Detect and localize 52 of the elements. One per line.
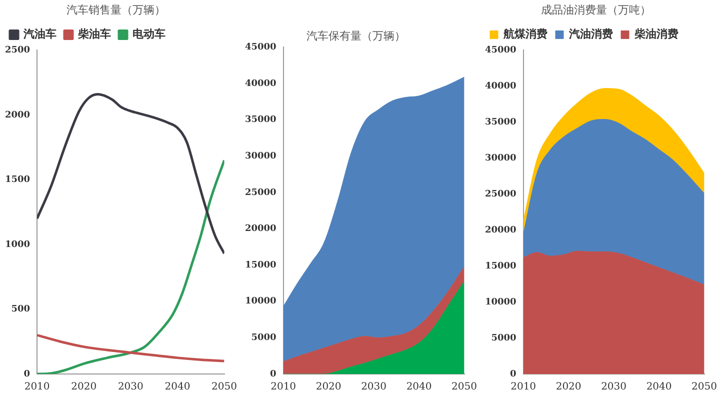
x-tick-label: 2040 [406, 382, 432, 393]
y-tick-label: 15000 [485, 261, 516, 272]
y-tick-label: 0 [510, 369, 516, 380]
y-tick-label: 10000 [245, 296, 276, 307]
x-tick-label: 2020 [71, 382, 97, 393]
y-tick-label: 1500 [4, 175, 30, 186]
y-tick-label: 45000 [485, 46, 516, 56]
legend-label: 柴油车 [77, 28, 111, 41]
x-tick-label: 2010 [24, 382, 50, 393]
legend-label: 汽油消费 [568, 28, 613, 41]
y-tick-label: 45000 [245, 42, 276, 53]
y-tick-label: 35000 [485, 118, 516, 128]
y-tick-label: 40000 [245, 78, 276, 89]
y-tick-label: 30000 [485, 153, 516, 164]
y-tick-label: 2000 [4, 110, 30, 120]
y-tick-label: 25000 [245, 188, 276, 198]
y-tick-label: 0 [24, 369, 30, 380]
y-tick-label: 25000 [485, 189, 516, 200]
line-series [37, 92, 224, 255]
y-tick-label: 15000 [245, 260, 276, 270]
legend-label: 电动车 [132, 28, 166, 41]
y-tick-label: 35000 [245, 115, 276, 126]
x-tick-label: 2040 [164, 382, 190, 393]
x-tick-label: 2030 [601, 382, 627, 393]
chart-title: 汽车保有量（万辆） [306, 29, 406, 42]
x-tick-label: 2030 [118, 382, 144, 393]
x-tick-label: 2010 [270, 382, 296, 393]
chart-title: 成品油消费量（万吨） [541, 3, 651, 16]
x-tick-label: 2050 [452, 382, 477, 393]
x-tick-label: 2030 [361, 382, 387, 393]
line-series [37, 334, 224, 362]
y-tick-label: 10000 [485, 297, 516, 308]
y-tick-label: 500 [11, 304, 30, 315]
y-tick-label: 40000 [485, 82, 516, 92]
y-tick-label: 0 [270, 369, 276, 380]
y-tick-label: 20000 [485, 225, 516, 236]
x-tick-label: 2040 [646, 382, 672, 393]
y-tick-label: 30000 [245, 151, 276, 162]
x-tick-label: 2050 [692, 382, 717, 393]
chart-title: 汽车销售量（万辆） [66, 3, 166, 16]
legend-label: 航煤消费 [502, 28, 548, 41]
legend-label: 汽油车 [22, 28, 56, 41]
x-tick-label: 2020 [316, 382, 342, 393]
x-tick-label: 2050 [212, 382, 237, 393]
y-tick-label: 2500 [4, 46, 30, 56]
y-tick-label: 5000 [491, 333, 516, 344]
y-tick-label: 20000 [245, 224, 276, 234]
y-tick-label: 5000 [251, 333, 276, 344]
legend-label: 柴油消费 [634, 28, 678, 41]
y-tick-label: 1000 [4, 240, 30, 250]
x-tick-label: 2020 [556, 382, 582, 393]
x-tick-label: 2010 [510, 382, 536, 393]
